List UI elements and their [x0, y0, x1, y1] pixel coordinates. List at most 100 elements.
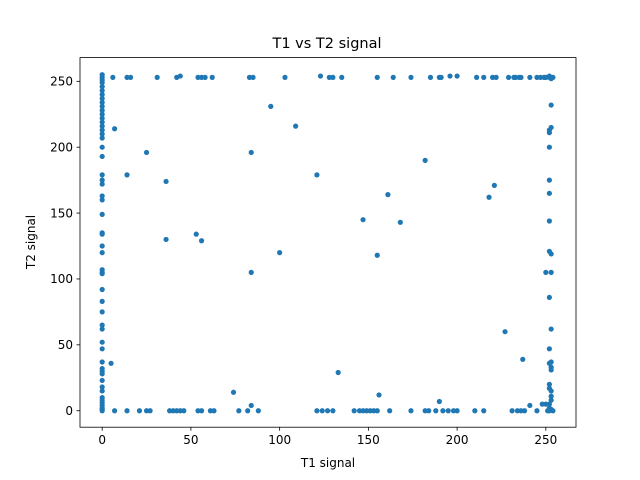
data-point — [112, 408, 118, 414]
data-point — [99, 193, 105, 199]
data-point — [422, 157, 428, 163]
data-point — [472, 408, 478, 414]
data-point — [99, 377, 105, 384]
data-point — [546, 144, 552, 150]
data-point — [314, 172, 320, 178]
data-point — [360, 217, 366, 223]
data-point — [397, 219, 403, 225]
data-point — [427, 74, 434, 80]
data-point — [209, 74, 215, 80]
y-tick-label: 200 — [50, 140, 73, 154]
data-point — [330, 74, 336, 80]
data-point — [99, 408, 105, 414]
data-point — [177, 73, 183, 79]
data-point — [99, 172, 105, 178]
data-point — [324, 408, 331, 414]
data-point — [426, 408, 432, 414]
data-point — [474, 74, 480, 80]
data-point — [548, 102, 554, 108]
data-point — [99, 177, 105, 183]
data-point — [99, 107, 105, 113]
data-point — [147, 408, 153, 414]
data-point — [520, 356, 526, 362]
data-point — [374, 74, 380, 80]
data-point — [99, 211, 105, 217]
x-tick-label: 150 — [357, 433, 380, 447]
data-point — [282, 74, 288, 80]
points-layer — [99, 72, 556, 414]
data-point — [124, 172, 130, 178]
data-point — [99, 115, 105, 121]
data-point — [408, 408, 414, 414]
y-tick-label: 250 — [50, 75, 73, 89]
y-axis: 0 50 100 150 200 250 — [50, 75, 80, 418]
data-point — [99, 197, 105, 203]
data-point — [330, 408, 336, 414]
data-point — [385, 192, 391, 198]
data-point — [248, 149, 254, 156]
data-point — [505, 74, 512, 80]
data-point — [99, 144, 105, 150]
data-point — [112, 126, 118, 132]
y-tick-label: 0 — [65, 404, 73, 418]
data-point — [99, 127, 105, 133]
data-point — [445, 408, 451, 414]
data-point — [136, 408, 143, 414]
data-point — [454, 73, 460, 79]
data-point — [99, 87, 105, 94]
data-point — [236, 408, 242, 414]
data-point — [527, 402, 533, 409]
data-point — [99, 119, 105, 125]
data-point — [99, 123, 105, 129]
data-point — [546, 360, 552, 366]
data-point — [548, 326, 554, 332]
data-point — [193, 231, 199, 237]
data-point — [539, 401, 545, 407]
data-point — [440, 408, 446, 414]
data-point — [248, 269, 254, 275]
data-point — [268, 103, 274, 109]
data-point — [99, 231, 105, 237]
data-point — [99, 103, 105, 109]
data-point — [99, 131, 105, 137]
data-point — [99, 298, 105, 304]
data-point — [521, 408, 528, 414]
data-point — [314, 408, 320, 414]
data-point — [351, 408, 357, 414]
data-point — [534, 408, 540, 414]
data-point — [99, 371, 105, 377]
data-point — [230, 389, 237, 395]
y-tick-label: 50 — [58, 338, 73, 352]
data-point — [99, 326, 105, 332]
data-point — [99, 80, 105, 86]
data-point — [548, 397, 554, 403]
data-point — [99, 388, 105, 394]
y-tick-label: 100 — [50, 272, 73, 286]
data-point — [248, 402, 254, 409]
data-point — [387, 408, 393, 414]
x-tick-label: 50 — [183, 433, 198, 447]
data-point — [481, 74, 487, 80]
data-point — [99, 250, 105, 256]
data-point — [548, 388, 554, 394]
data-point — [436, 398, 442, 405]
data-point — [493, 74, 499, 80]
data-point — [374, 408, 380, 414]
data-point — [376, 392, 382, 398]
x-tick-label: 250 — [534, 433, 557, 447]
y-axis-label: T2 signal — [24, 215, 38, 270]
data-point — [99, 83, 105, 90]
data-point — [548, 393, 554, 399]
data-point — [99, 322, 105, 328]
data-point — [250, 74, 256, 80]
data-point — [433, 408, 439, 414]
data-point — [99, 181, 105, 187]
data-point — [181, 408, 187, 414]
data-point — [99, 95, 105, 102]
data-point — [198, 238, 205, 244]
data-point — [374, 252, 380, 258]
x-tick-label: 200 — [446, 433, 469, 447]
data-point — [110, 74, 116, 80]
data-point — [550, 74, 556, 80]
